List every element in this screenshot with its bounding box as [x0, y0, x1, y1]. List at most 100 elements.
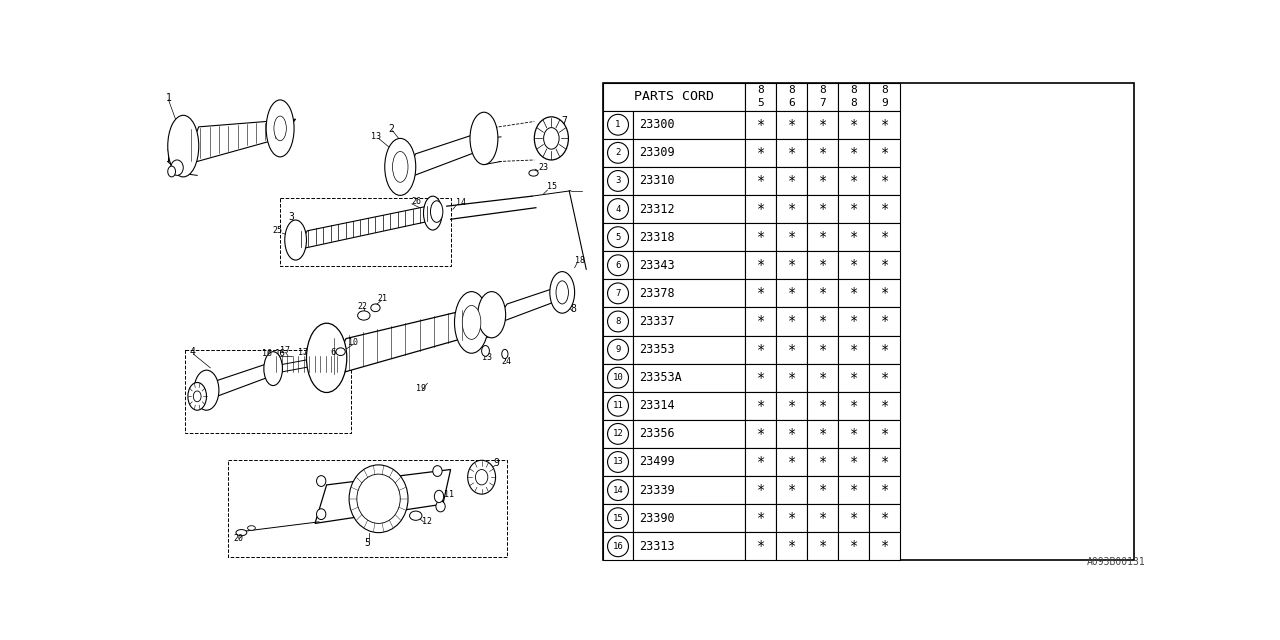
Text: *: *: [787, 202, 796, 216]
Bar: [745, 83, 776, 111]
Polygon shape: [315, 470, 451, 524]
Bar: [838, 364, 869, 392]
Bar: [808, 83, 838, 111]
Circle shape: [608, 396, 628, 416]
Text: *: *: [787, 259, 796, 272]
Bar: [838, 392, 869, 420]
Text: *: *: [881, 511, 888, 525]
Bar: [603, 420, 632, 448]
Text: *: *: [818, 146, 827, 160]
Text: 7: 7: [819, 98, 826, 108]
Circle shape: [608, 424, 628, 444]
Ellipse shape: [357, 474, 401, 524]
Ellipse shape: [193, 391, 201, 402]
Text: *: *: [818, 174, 827, 188]
Bar: [808, 111, 838, 139]
Text: *: *: [850, 174, 858, 188]
Polygon shape: [275, 354, 338, 373]
Bar: [869, 476, 900, 504]
Polygon shape: [206, 360, 278, 400]
Bar: [838, 111, 869, 139]
Bar: [808, 167, 838, 195]
Text: 6: 6: [788, 98, 795, 108]
Bar: [228, 460, 507, 557]
Text: *: *: [756, 511, 765, 525]
Text: 23312: 23312: [639, 202, 675, 216]
Bar: [808, 139, 838, 167]
Text: *: *: [787, 314, 796, 328]
Bar: [869, 392, 900, 420]
Ellipse shape: [188, 383, 206, 410]
Text: *: *: [756, 286, 765, 300]
Bar: [745, 364, 776, 392]
Bar: [808, 392, 838, 420]
Text: *: *: [756, 230, 765, 244]
Text: *: *: [850, 118, 858, 132]
Text: 16: 16: [262, 349, 273, 358]
Bar: [632, 420, 745, 448]
Bar: [838, 335, 869, 364]
Bar: [808, 335, 838, 364]
Bar: [808, 420, 838, 448]
Text: 8: 8: [881, 85, 888, 95]
Bar: [808, 279, 838, 307]
Bar: [603, 476, 632, 504]
Text: *: *: [818, 427, 827, 441]
Bar: [838, 279, 869, 307]
Bar: [808, 223, 838, 252]
Bar: [632, 504, 745, 532]
Text: *: *: [818, 286, 827, 300]
Text: *: *: [881, 202, 888, 216]
Bar: [776, 448, 808, 476]
Text: 25: 25: [273, 227, 283, 236]
Text: *: *: [850, 371, 858, 385]
Bar: [776, 279, 808, 307]
Bar: [632, 279, 745, 307]
Ellipse shape: [433, 466, 442, 476]
Bar: [603, 111, 632, 139]
Ellipse shape: [550, 271, 575, 313]
Bar: [776, 167, 808, 195]
Text: 8: 8: [850, 85, 858, 95]
Text: *: *: [787, 483, 796, 497]
Text: 23343: 23343: [639, 259, 675, 272]
Bar: [869, 83, 900, 111]
Bar: [869, 279, 900, 307]
Text: 18: 18: [575, 255, 585, 264]
Text: 16: 16: [275, 349, 285, 358]
Circle shape: [608, 452, 628, 472]
Text: *: *: [850, 286, 858, 300]
Ellipse shape: [264, 352, 283, 385]
Bar: [603, 223, 632, 252]
Text: 16: 16: [613, 542, 623, 551]
Text: *: *: [756, 314, 765, 328]
Bar: [603, 504, 632, 532]
Ellipse shape: [316, 476, 326, 486]
Polygon shape: [492, 283, 570, 326]
Bar: [745, 252, 776, 279]
Bar: [632, 335, 745, 364]
Ellipse shape: [410, 511, 422, 520]
Bar: [776, 139, 808, 167]
Polygon shape: [296, 204, 439, 250]
Text: *: *: [756, 399, 765, 413]
Text: *: *: [787, 174, 796, 188]
Text: *: *: [881, 286, 888, 300]
Bar: [838, 476, 869, 504]
Text: 23: 23: [538, 163, 548, 172]
Text: 5: 5: [365, 538, 371, 548]
Ellipse shape: [454, 292, 489, 353]
Bar: [808, 476, 838, 504]
Text: *: *: [881, 174, 888, 188]
Bar: [808, 364, 838, 392]
Text: 8: 8: [819, 85, 826, 95]
Bar: [632, 448, 745, 476]
Text: *: *: [881, 455, 888, 469]
Circle shape: [608, 311, 628, 332]
Bar: [838, 532, 869, 561]
Text: *: *: [787, 286, 796, 300]
Ellipse shape: [470, 112, 498, 164]
Text: 1: 1: [616, 120, 621, 129]
Text: *: *: [850, 259, 858, 272]
Bar: [869, 223, 900, 252]
